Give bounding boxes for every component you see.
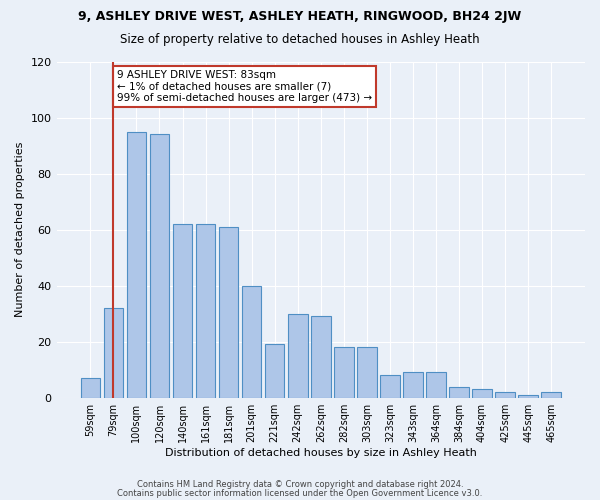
Text: Contains public sector information licensed under the Open Government Licence v3: Contains public sector information licen… bbox=[118, 488, 482, 498]
Text: Size of property relative to detached houses in Ashley Heath: Size of property relative to detached ho… bbox=[120, 32, 480, 46]
Bar bbox=[426, 372, 446, 398]
Bar bbox=[403, 372, 423, 398]
Bar bbox=[380, 376, 400, 398]
Bar bbox=[496, 392, 515, 398]
Bar bbox=[288, 314, 308, 398]
Bar bbox=[149, 134, 169, 398]
X-axis label: Distribution of detached houses by size in Ashley Heath: Distribution of detached houses by size … bbox=[165, 448, 477, 458]
Bar bbox=[219, 227, 238, 398]
Bar bbox=[449, 386, 469, 398]
Bar bbox=[518, 395, 538, 398]
Y-axis label: Number of detached properties: Number of detached properties bbox=[15, 142, 25, 318]
Bar bbox=[472, 390, 492, 398]
Bar bbox=[242, 286, 262, 398]
Text: 9, ASHLEY DRIVE WEST, ASHLEY HEATH, RINGWOOD, BH24 2JW: 9, ASHLEY DRIVE WEST, ASHLEY HEATH, RING… bbox=[79, 10, 521, 23]
Text: Contains HM Land Registry data © Crown copyright and database right 2024.: Contains HM Land Registry data © Crown c… bbox=[137, 480, 463, 489]
Bar bbox=[334, 348, 353, 398]
Bar bbox=[127, 132, 146, 398]
Bar bbox=[80, 378, 100, 398]
Bar bbox=[541, 392, 561, 398]
Bar bbox=[196, 224, 215, 398]
Bar bbox=[357, 348, 377, 398]
Text: 9 ASHLEY DRIVE WEST: 83sqm
← 1% of detached houses are smaller (7)
99% of semi-d: 9 ASHLEY DRIVE WEST: 83sqm ← 1% of detac… bbox=[117, 70, 372, 103]
Bar bbox=[104, 308, 123, 398]
Bar bbox=[311, 316, 331, 398]
Bar bbox=[265, 344, 284, 398]
Bar bbox=[173, 224, 193, 398]
